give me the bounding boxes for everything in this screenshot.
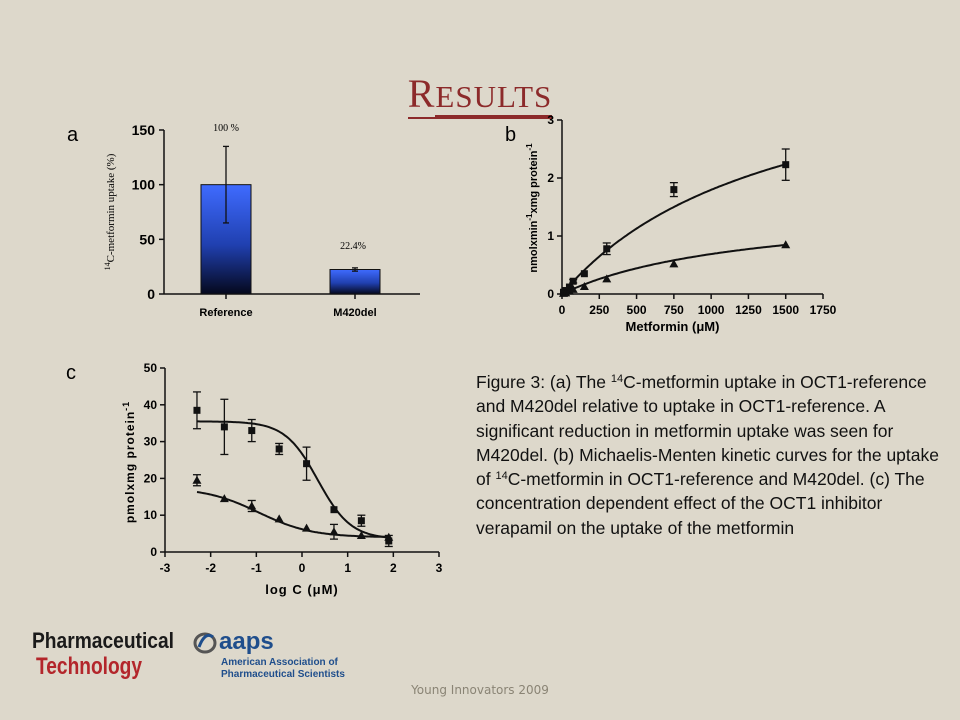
c-x-tick-label: 3 xyxy=(436,561,443,575)
c-point-triangle xyxy=(274,514,284,523)
c-x-tick-label: -3 xyxy=(160,561,171,575)
c-y-tick-label: 10 xyxy=(144,508,158,522)
c-x-tick-label: -1 xyxy=(251,561,262,575)
b-fit-line-1 xyxy=(563,244,786,295)
caption-superscript: 14 xyxy=(495,470,508,483)
b-y-tick-label: 1 xyxy=(547,229,554,243)
c-y-tick-label: 30 xyxy=(144,435,158,449)
b-y-tick-label: 2 xyxy=(547,171,554,185)
c-point-triangle xyxy=(192,475,202,484)
footer-text: Young Innovators 2009 xyxy=(411,683,549,697)
a-y-tick-label: 0 xyxy=(147,286,155,302)
b-point-square xyxy=(580,270,588,278)
a-x-tick-label: Reference xyxy=(199,307,252,319)
a-data-label: 22.4% xyxy=(340,241,366,252)
c-x-tick-label: 1 xyxy=(344,561,351,575)
c-point-triangle xyxy=(302,523,312,532)
c-point-square xyxy=(330,506,338,514)
b-fit-line-0 xyxy=(562,163,787,293)
pharmaceutical-technology-logo: Pharmaceutical Technology xyxy=(32,628,174,680)
c-point-triangle xyxy=(384,532,394,541)
c-x-tick-label: 0 xyxy=(299,561,306,575)
b-point-triangle xyxy=(602,274,612,283)
c-point-square xyxy=(357,517,365,525)
c-y-axis-label: pmolxmg protein-1 xyxy=(121,401,137,523)
b-point-triangle xyxy=(568,284,578,293)
b-point-square xyxy=(603,245,611,253)
caption-text: Figure 3: (a) The xyxy=(476,372,611,392)
a-y-tick-label: 150 xyxy=(132,122,156,138)
aaps-swirl-icon xyxy=(193,632,217,654)
a-y-tick-label: 50 xyxy=(139,231,155,247)
b-x-tick-label: 1250 xyxy=(735,303,762,317)
b-y-tick-label: 0 xyxy=(547,287,554,301)
c-point-square xyxy=(303,460,311,468)
a-bar xyxy=(329,269,381,295)
c-fit-line-0 xyxy=(197,420,389,539)
a-y-tick-label: 100 xyxy=(132,177,156,193)
b-x-tick-label: 1000 xyxy=(698,303,725,317)
panel-label-a: a xyxy=(67,124,79,146)
b-x-tick-label: 500 xyxy=(627,303,647,317)
c-point-triangle xyxy=(329,527,339,536)
c-point-triangle xyxy=(219,494,229,503)
caption-text: C-metformin in OCT1-reference and M420de… xyxy=(476,469,925,538)
a-y-axis-label: 14C-metformin uptake (%) xyxy=(103,153,117,270)
c-point-square xyxy=(220,423,228,431)
c-point-square xyxy=(385,537,393,545)
b-x-tick-label: 1750 xyxy=(810,303,837,317)
c-fit-line-1 xyxy=(196,491,389,538)
c-y-tick-label: 50 xyxy=(144,361,158,375)
b-point-square xyxy=(670,186,678,194)
b-point-triangle xyxy=(669,259,679,268)
b-x-axis-label: Metformin (μM) xyxy=(626,319,720,334)
c-point-square xyxy=(275,445,283,453)
a-x-tick-label: M420del xyxy=(333,307,376,319)
c-point-square xyxy=(248,427,256,435)
b-x-tick-label: 0 xyxy=(559,303,566,317)
c-point-triangle xyxy=(247,501,257,510)
panel-label-b: b xyxy=(505,124,517,146)
c-y-tick-label: 40 xyxy=(144,398,158,412)
b-x-tick-label: 250 xyxy=(589,303,609,317)
figure-caption: Figure 3: (a) The 14C-metformin uptake i… xyxy=(476,370,946,540)
logo-pt-line2: Technology xyxy=(36,653,143,680)
logo-aaps-name: aaps xyxy=(219,628,274,655)
c-y-tick-label: 20 xyxy=(144,471,158,485)
c-x-tick-label: -2 xyxy=(205,561,216,575)
slide-title: RESULTS xyxy=(0,70,960,119)
b-x-tick-label: 750 xyxy=(664,303,684,317)
a-data-label: 100 % xyxy=(213,123,239,134)
c-x-axis-label: log C (μM) xyxy=(265,582,339,597)
b-x-tick-label: 1500 xyxy=(772,303,799,317)
c-y-tick-label: 0 xyxy=(150,545,157,559)
panel-label-c: c xyxy=(66,362,76,384)
caption-superscript: 14 xyxy=(610,373,624,385)
logo-pt-line1: Pharmaceutical xyxy=(32,628,174,653)
b-point-triangle xyxy=(579,281,589,290)
b-point-square xyxy=(569,277,577,285)
aaps-logo: aaps American Association of Pharmaceuti… xyxy=(193,628,345,680)
c-point-triangle xyxy=(356,530,366,539)
b-y-axis-label: nmolxmin-1xmg protein-1 xyxy=(525,143,540,273)
b-y-tick-label: 3 xyxy=(547,113,554,127)
b-point-triangle xyxy=(781,240,791,249)
c-point-square xyxy=(193,406,201,414)
caption-text: C-metformin uptake in OCT1-reference and… xyxy=(476,372,939,490)
b-point-square xyxy=(782,161,790,169)
logo-aaps-line2: Pharmaceutical Scientists xyxy=(221,669,345,680)
logo-aaps-line1: American Association of xyxy=(221,657,339,668)
c-x-tick-label: 2 xyxy=(390,561,397,575)
